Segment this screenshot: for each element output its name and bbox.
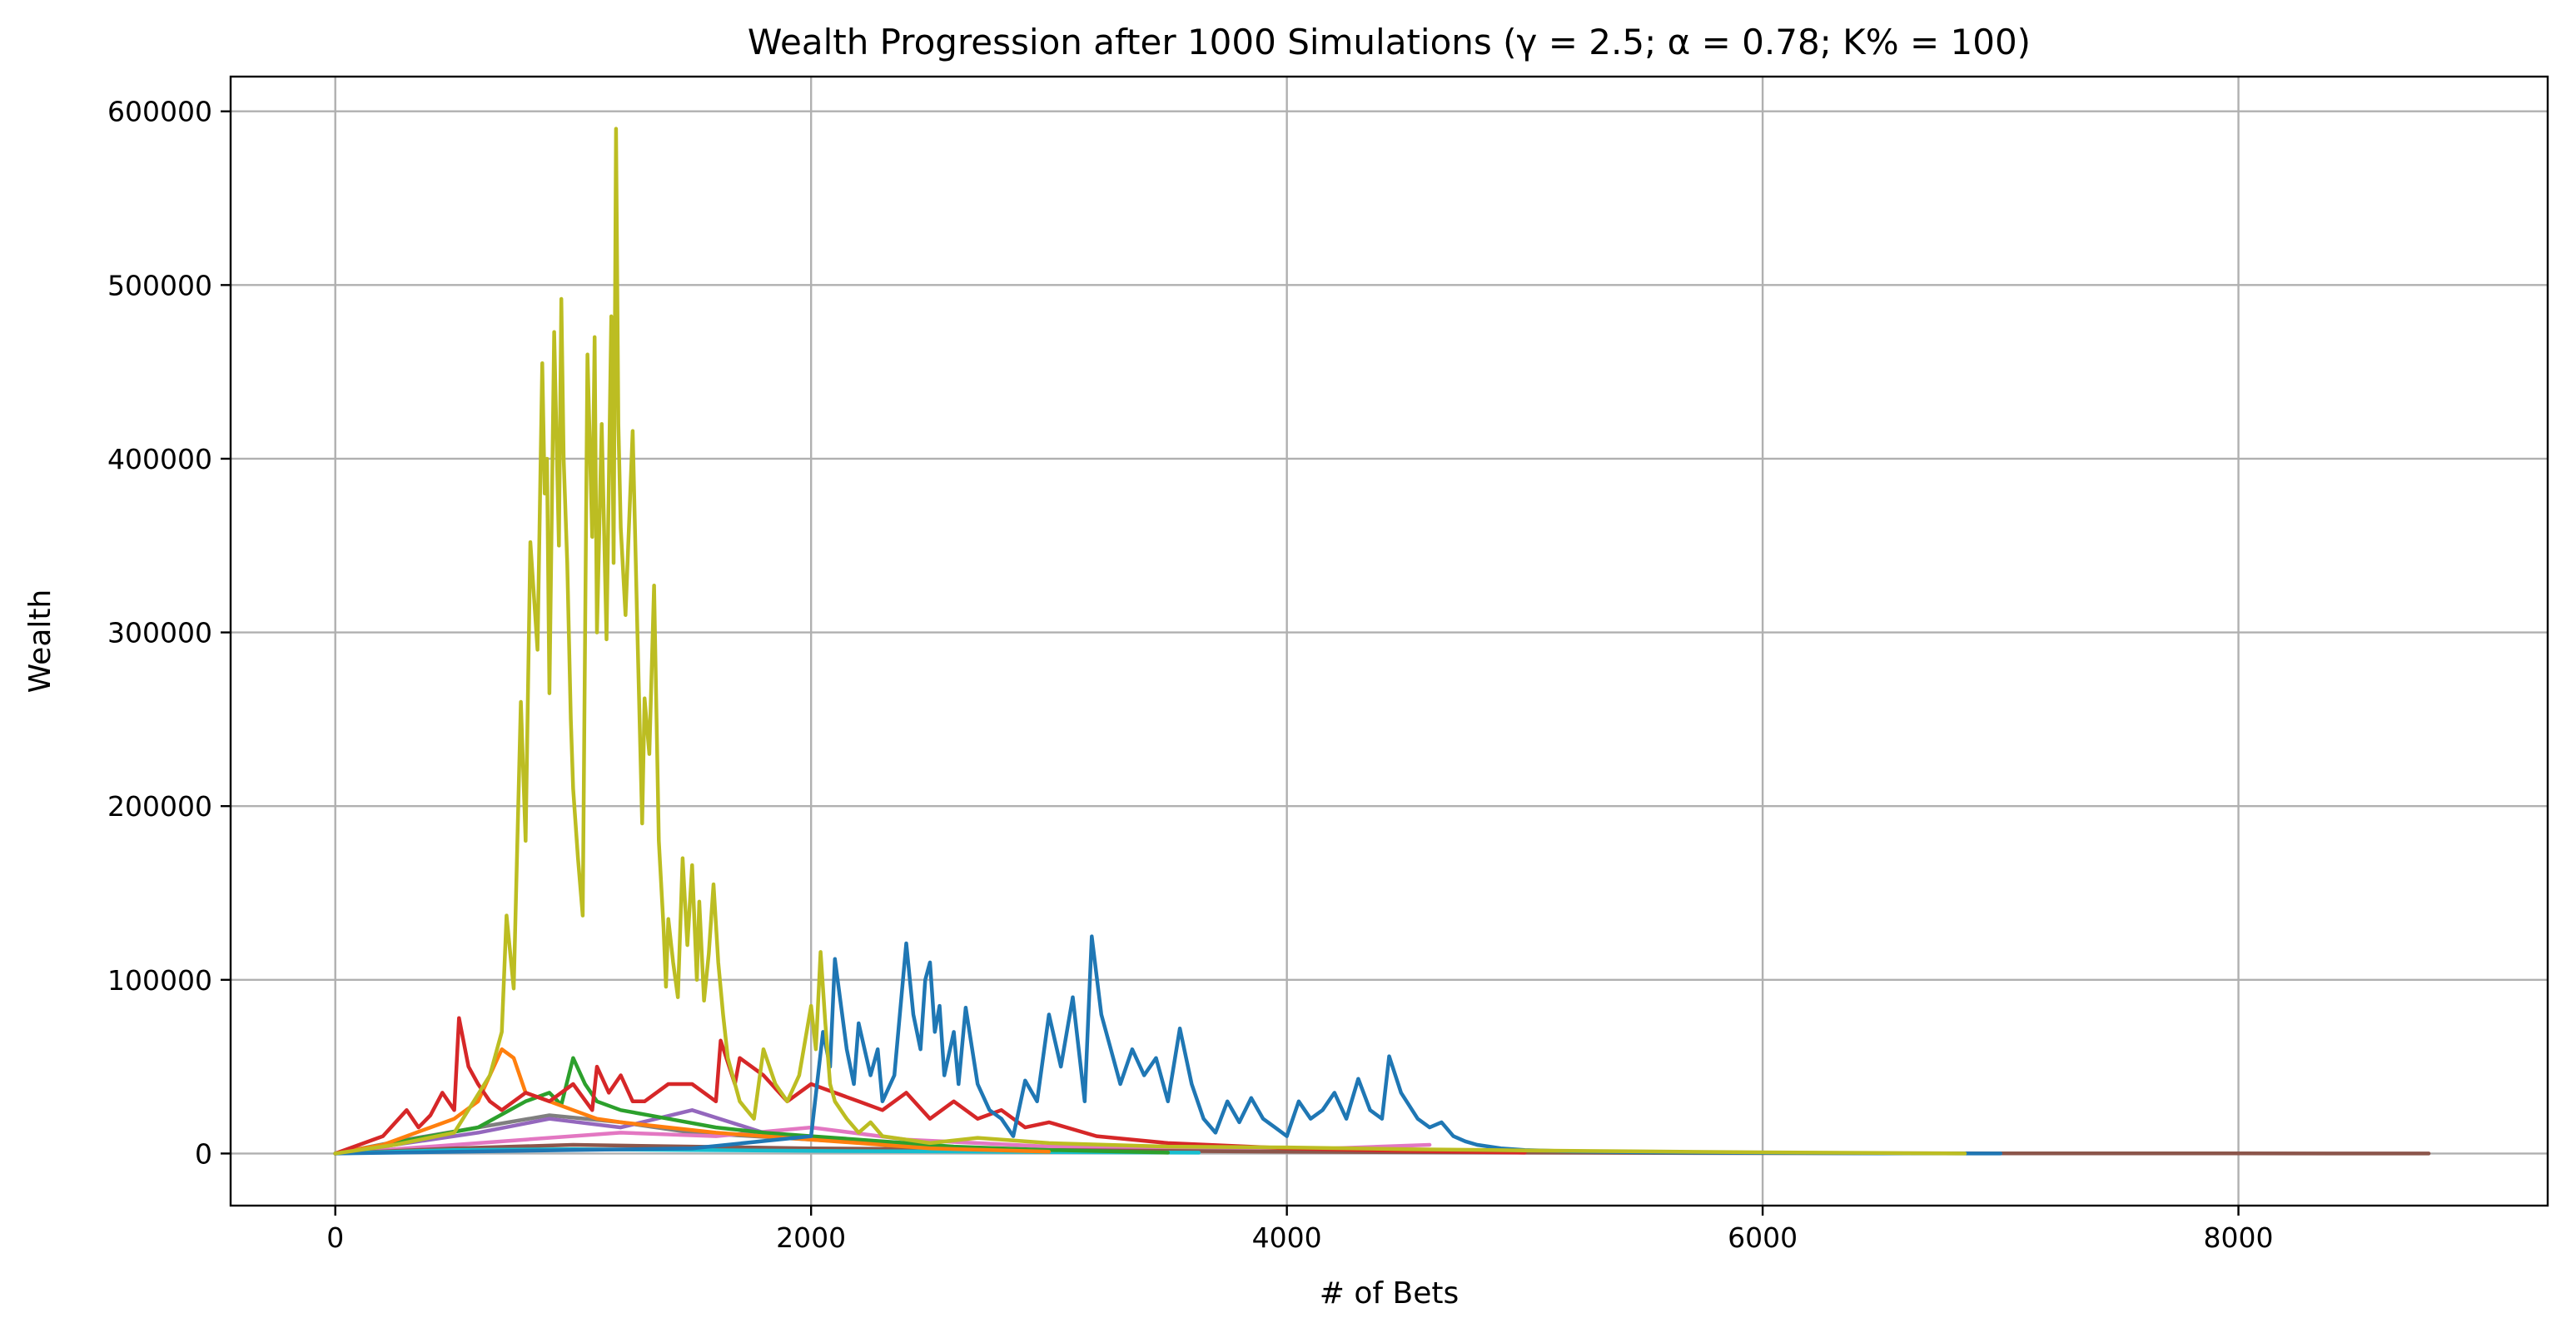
- y-tick-label: 300000: [107, 617, 212, 649]
- x-tick-label: 6000: [1728, 1221, 1798, 1254]
- x-tick-label: 4000: [1252, 1221, 1322, 1254]
- y-tick-label: 100000: [107, 964, 212, 997]
- x-tick-label: 8000: [2204, 1221, 2274, 1254]
- x-tick-label: 2000: [776, 1221, 846, 1254]
- y-tick-label: 0: [195, 1137, 212, 1170]
- series-line: [333, 934, 2003, 1156]
- series-line: [333, 1016, 1527, 1156]
- series-line: [333, 1056, 1171, 1156]
- series-line: [333, 1047, 1052, 1156]
- y-tick-label: 400000: [107, 443, 212, 475]
- y-tick-label: 600000: [107, 96, 212, 128]
- y-axis-label: Wealth: [23, 589, 57, 694]
- x-axis-label: # of Bets: [1320, 1276, 1459, 1311]
- series-line: [333, 127, 1967, 1156]
- y-tick-label: 200000: [107, 790, 212, 823]
- x-axis: 0 2000 4000 6000 8000: [326, 1206, 2274, 1254]
- plot-frame: [229, 75, 2549, 1207]
- series-layer: [333, 127, 2431, 1156]
- grid: [231, 77, 2548, 1206]
- chart-title: Wealth Progression after 1000 Simulation…: [748, 22, 2031, 62]
- y-axis: 0 100000 200000 300000 400000 500000 600000: [107, 96, 231, 1170]
- x-tick-label: 0: [326, 1221, 344, 1254]
- y-tick-label: 500000: [107, 269, 212, 301]
